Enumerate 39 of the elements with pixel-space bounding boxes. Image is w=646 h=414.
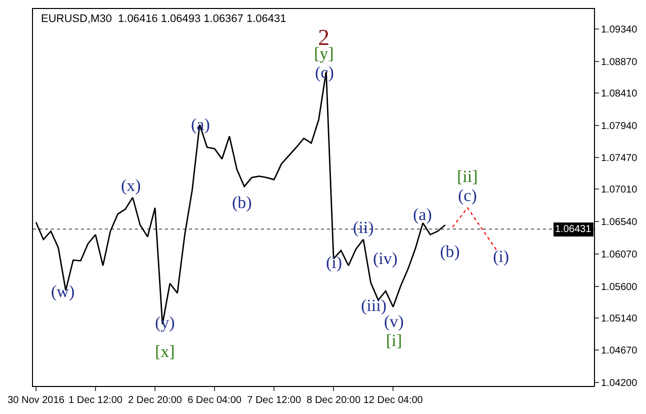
y-tick-label: 1.07940 [601, 120, 638, 132]
annotation: (y) [155, 313, 175, 332]
annotation: (x) [121, 176, 141, 195]
y-tick-label: 1.06540 [601, 217, 638, 228]
y-tick-label: 1.04670 [601, 346, 638, 357]
y-tick-label: 1.05600 [601, 282, 638, 293]
annotation: (ii) [353, 218, 374, 237]
annotation: (b) [232, 193, 252, 212]
x-tick-label: 30 Nov 2016 [8, 395, 65, 406]
annotation: (a) [413, 205, 432, 224]
x-tick-label: 2 Dec 20:00 [128, 395, 182, 406]
y-tick-label: 1.08410 [601, 88, 638, 100]
annotation: (iii) [361, 296, 386, 315]
annotation: (v) [384, 312, 404, 331]
x-tick-label: 7 Dec 12:00 [247, 395, 302, 406]
annotation: [ii] [457, 167, 478, 186]
annotation: (a) [191, 115, 210, 134]
y-tick-label: 1.09340 [601, 24, 638, 36]
y-tick-label: 1.07470 [601, 153, 638, 164]
chart-title: EURUSD,M30 1.06416 1.06493 1.06367 1.06431 [41, 13, 286, 25]
annotation: (i) [493, 247, 510, 266]
y-tick-label: 1.07010 [601, 184, 638, 196]
y-tick-label: 1.08870 [601, 56, 638, 68]
y-tick-label: 1.05140 [601, 313, 638, 324]
annotation: [i] [386, 331, 402, 350]
annotation: (c) [458, 186, 477, 205]
ref-line-label: 1.06431 [555, 224, 592, 235]
x-tick-label: 6 Dec 04:00 [188, 395, 242, 406]
annotation: (w) [51, 282, 75, 301]
annotation: (i) [326, 253, 342, 272]
y-tick-label: 1.04200 [601, 378, 638, 390]
annotation: (iv) [373, 249, 398, 268]
x-tick-label: 1 Dec 12:00 [68, 395, 123, 406]
annotation: (c) [315, 63, 334, 82]
x-tick-label: 12 Dec 04:00 [363, 395, 424, 406]
y-tick-label: 1.06070 [601, 249, 638, 260]
annotation: (b) [440, 242, 460, 261]
x-tick-label: 8 Dec 20:00 [306, 395, 361, 406]
annotation: [x] [155, 342, 175, 361]
